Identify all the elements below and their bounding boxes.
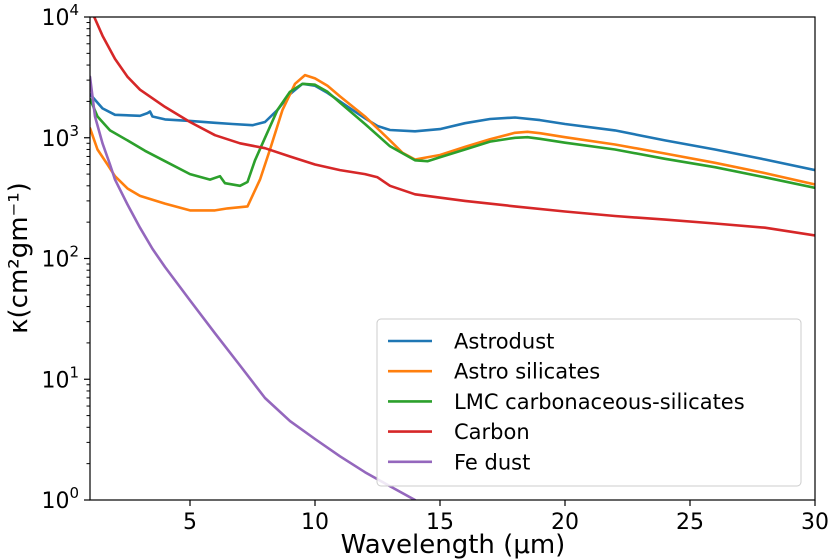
x-axis-label: Wavelength (μm) <box>341 530 566 560</box>
legend-box <box>376 318 802 487</box>
series-line-lmc-carbonaceous-silicates <box>90 82 815 190</box>
series-line-astro-silicates <box>90 73 815 212</box>
x-tick-label: 15 <box>426 510 454 535</box>
x-tick-label: 25 <box>676 510 704 535</box>
x-tick-label: 20 <box>551 510 579 535</box>
legend-label: Astrodust <box>454 330 554 354</box>
series-line-fe-dust <box>90 75 417 500</box>
x-axis: 5 10 15 20 25 30 <box>183 500 829 535</box>
y-axis-label: κ(cm²gm⁻¹) <box>4 182 34 334</box>
legend-label: Astro silicates <box>454 360 600 384</box>
legend-label: Fe dust <box>454 450 530 474</box>
y-tick-label: 101 <box>41 363 79 393</box>
y-tick-label: 103 <box>41 122 79 152</box>
legend-label: LMC carbonaceous-silicates <box>454 390 745 414</box>
y-tick-label: 104 <box>41 1 79 31</box>
series-layer <box>90 17 815 500</box>
series-line-carbon <box>92 17 815 237</box>
x-tick-label: 5 <box>183 510 197 535</box>
y-tick-label: 102 <box>41 243 79 273</box>
y-tick-label: 100 <box>41 484 79 514</box>
legend: Astrodust Astro silicates LMC carbonaceous… <box>376 318 802 487</box>
x-tick-label: 30 <box>801 510 829 535</box>
x-tick-label: 10 <box>301 510 329 535</box>
legend-label: Carbon <box>454 420 530 444</box>
y-axis: 100 101 102 103 104 <box>41 1 90 514</box>
